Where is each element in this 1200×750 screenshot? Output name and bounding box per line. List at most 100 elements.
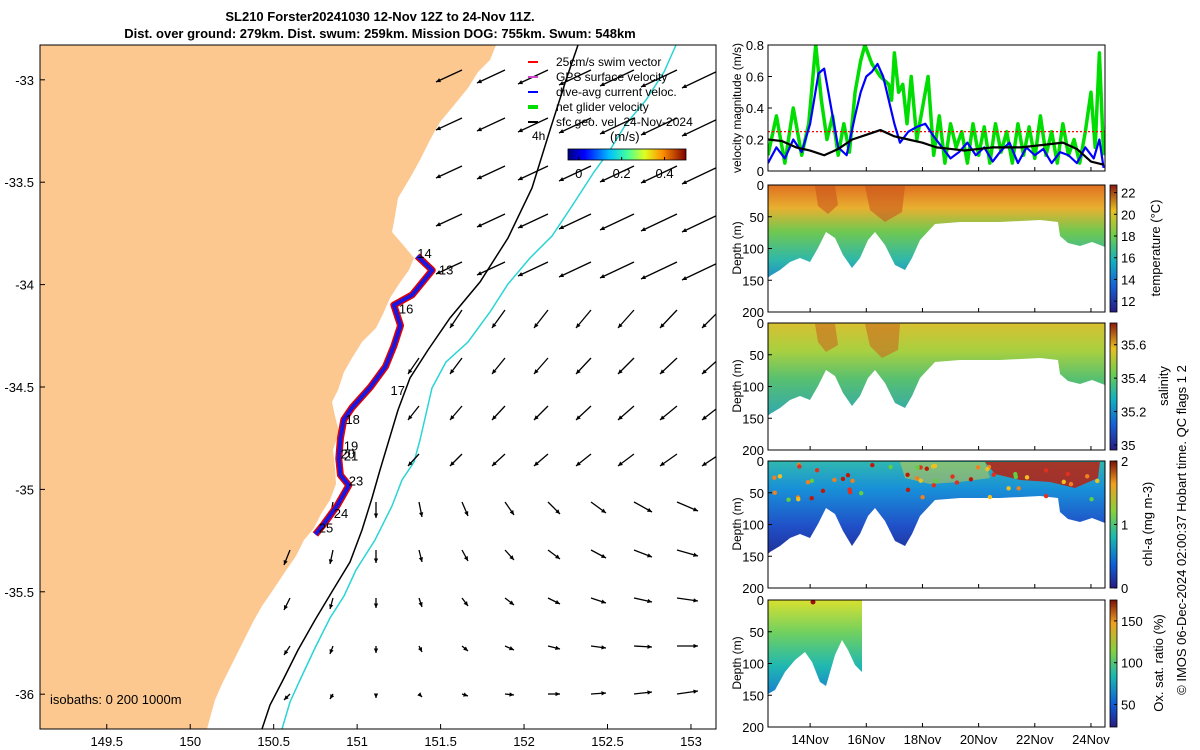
current-arrow-head xyxy=(373,513,379,518)
current-arrow-head xyxy=(436,78,441,83)
current-arrow-head xyxy=(492,461,497,466)
chlorophyll-dot xyxy=(796,496,801,502)
current-arrow-head xyxy=(555,645,560,651)
current-arrow-head xyxy=(559,81,564,86)
current-arrow-shaft xyxy=(640,117,678,136)
current-arrow-head xyxy=(660,415,665,420)
time-tick-label: 22Nov xyxy=(1016,732,1054,747)
chlorophyll-dot xyxy=(870,462,875,468)
current-arrow-head xyxy=(702,461,707,466)
day-label: 24 xyxy=(334,506,348,521)
current-arrow-head xyxy=(509,555,514,560)
current-arrow-shaft xyxy=(681,71,716,89)
current-arrow-head xyxy=(463,556,468,561)
chlorophyll-dot xyxy=(888,464,893,470)
chlorophyll-dot xyxy=(809,478,815,484)
current-arrow-shaft xyxy=(476,165,506,180)
chlorophyll-dot xyxy=(950,474,955,479)
chlorophyll-dot xyxy=(954,480,960,485)
current-arrow-head xyxy=(450,323,455,328)
chlorophyll-dot xyxy=(772,475,777,480)
current-arrow-head xyxy=(477,79,482,84)
legend-note: 4h xyxy=(532,129,545,143)
current-arrow-shaft xyxy=(558,69,592,86)
current-arrow-head xyxy=(534,415,539,420)
map-y-tick-label: -34 xyxy=(15,278,34,293)
current-arrow-head xyxy=(693,689,698,694)
current-arrow-head xyxy=(600,82,605,87)
current-arrow-head xyxy=(682,132,687,137)
oxygen-field xyxy=(768,600,862,694)
current-arrow-head xyxy=(436,222,441,227)
current-arrow-head xyxy=(450,461,455,466)
chlorophyll-dot xyxy=(850,478,855,484)
map-y-tick-label: -33 xyxy=(15,73,34,88)
map-x-tick-label: 151.5 xyxy=(424,734,457,749)
depth-tick-label: 100 xyxy=(742,518,764,533)
chlorophyll-dot xyxy=(840,476,846,482)
current-arrow-shaft xyxy=(599,117,635,135)
current-arrow-head xyxy=(518,224,523,229)
chlorophyll-dot xyxy=(991,472,996,477)
current-arrow-shaft xyxy=(435,165,463,179)
chlorophyll-dot xyxy=(914,476,920,481)
current-arrow-head xyxy=(509,600,514,605)
temperature-colorbar-ticks: 12 14 16 18 20 22 xyxy=(1114,186,1135,309)
map-x-tick-label: 152.5 xyxy=(591,734,624,749)
current-arrow-shaft xyxy=(517,165,549,181)
chlorophyll-dot xyxy=(814,468,820,473)
current-arrow-head xyxy=(641,83,646,88)
oxygen-colorbar xyxy=(1109,599,1118,728)
depth-tick-label: 0 xyxy=(757,178,764,193)
depth-tick-label: 150 xyxy=(742,688,764,703)
velocity-y-tick-label: 0.8 xyxy=(746,38,764,53)
current-arrow-shaft xyxy=(681,167,716,185)
colorbar-tick-label: 22 xyxy=(1121,186,1135,201)
current-arrow-head xyxy=(600,274,605,279)
legend-diveavg-label: dive-avg current veloc. xyxy=(556,85,677,99)
current-arrow-head xyxy=(555,554,560,559)
map-y-tick-label: -33.5 xyxy=(4,175,34,190)
current-arrow-head xyxy=(682,84,687,89)
current-arrow-head xyxy=(463,601,468,606)
current-arrows xyxy=(283,69,716,701)
glider-track xyxy=(312,253,436,537)
chlorophyll-dot xyxy=(797,464,802,469)
current-arrow-head xyxy=(618,461,623,466)
current-arrow-head xyxy=(641,131,646,136)
colorbar-tick-label: 150 xyxy=(1121,614,1143,629)
velocity-y-tick-label: 0.6 xyxy=(746,70,764,85)
current-arrow-head xyxy=(477,175,482,180)
temperature-warm-core xyxy=(815,186,905,222)
chlorophyll-dot xyxy=(1043,468,1049,473)
current-arrow-head xyxy=(693,507,698,512)
velocity-colorbar-tick-label: 0.2 xyxy=(613,166,631,181)
colorbar-tick-label: 50 xyxy=(1121,697,1135,712)
temperature-cbar-label: temperature (°C) xyxy=(1148,200,1163,297)
chlorophyll-dot xyxy=(920,494,925,500)
colorbar-tick-label: 0 xyxy=(1121,581,1128,596)
map-y-tick-label: -34.5 xyxy=(4,380,34,395)
map-y-tick-label: -35.5 xyxy=(4,585,34,600)
current-arrow-head xyxy=(641,275,646,280)
chlorophyll-dot xyxy=(1089,497,1094,502)
colorbar-tick-label: 20 xyxy=(1121,207,1135,222)
current-arrow-head xyxy=(518,80,523,85)
day-label: 20 xyxy=(340,447,354,462)
current-arrow-head xyxy=(418,512,424,517)
chlorophyll-panel: 0 50 100 150 200 Depth (m) 0 1 2 chl-a (mg m-3… xyxy=(730,454,1155,596)
current-arrow-head xyxy=(647,644,652,649)
time-tick-label: 20Nov xyxy=(960,732,998,747)
chlorophyll-dot xyxy=(905,487,911,493)
colorbar-tick-label: 2 xyxy=(1121,454,1128,469)
map-title-line2: Dist. over ground: 279km. Dist. swum: 25… xyxy=(124,26,636,41)
legend-net-label: net glider velocity xyxy=(556,100,649,114)
chlorophyll-dot xyxy=(1085,474,1090,479)
current-arrow-shaft xyxy=(599,69,635,87)
isobath-note: isobaths: 0 200 1000m xyxy=(50,692,182,707)
chlorophyll-dot xyxy=(772,490,777,495)
current-arrow-head xyxy=(509,692,514,697)
current-arrow-head xyxy=(600,130,605,135)
current-arrow-head xyxy=(436,174,441,179)
